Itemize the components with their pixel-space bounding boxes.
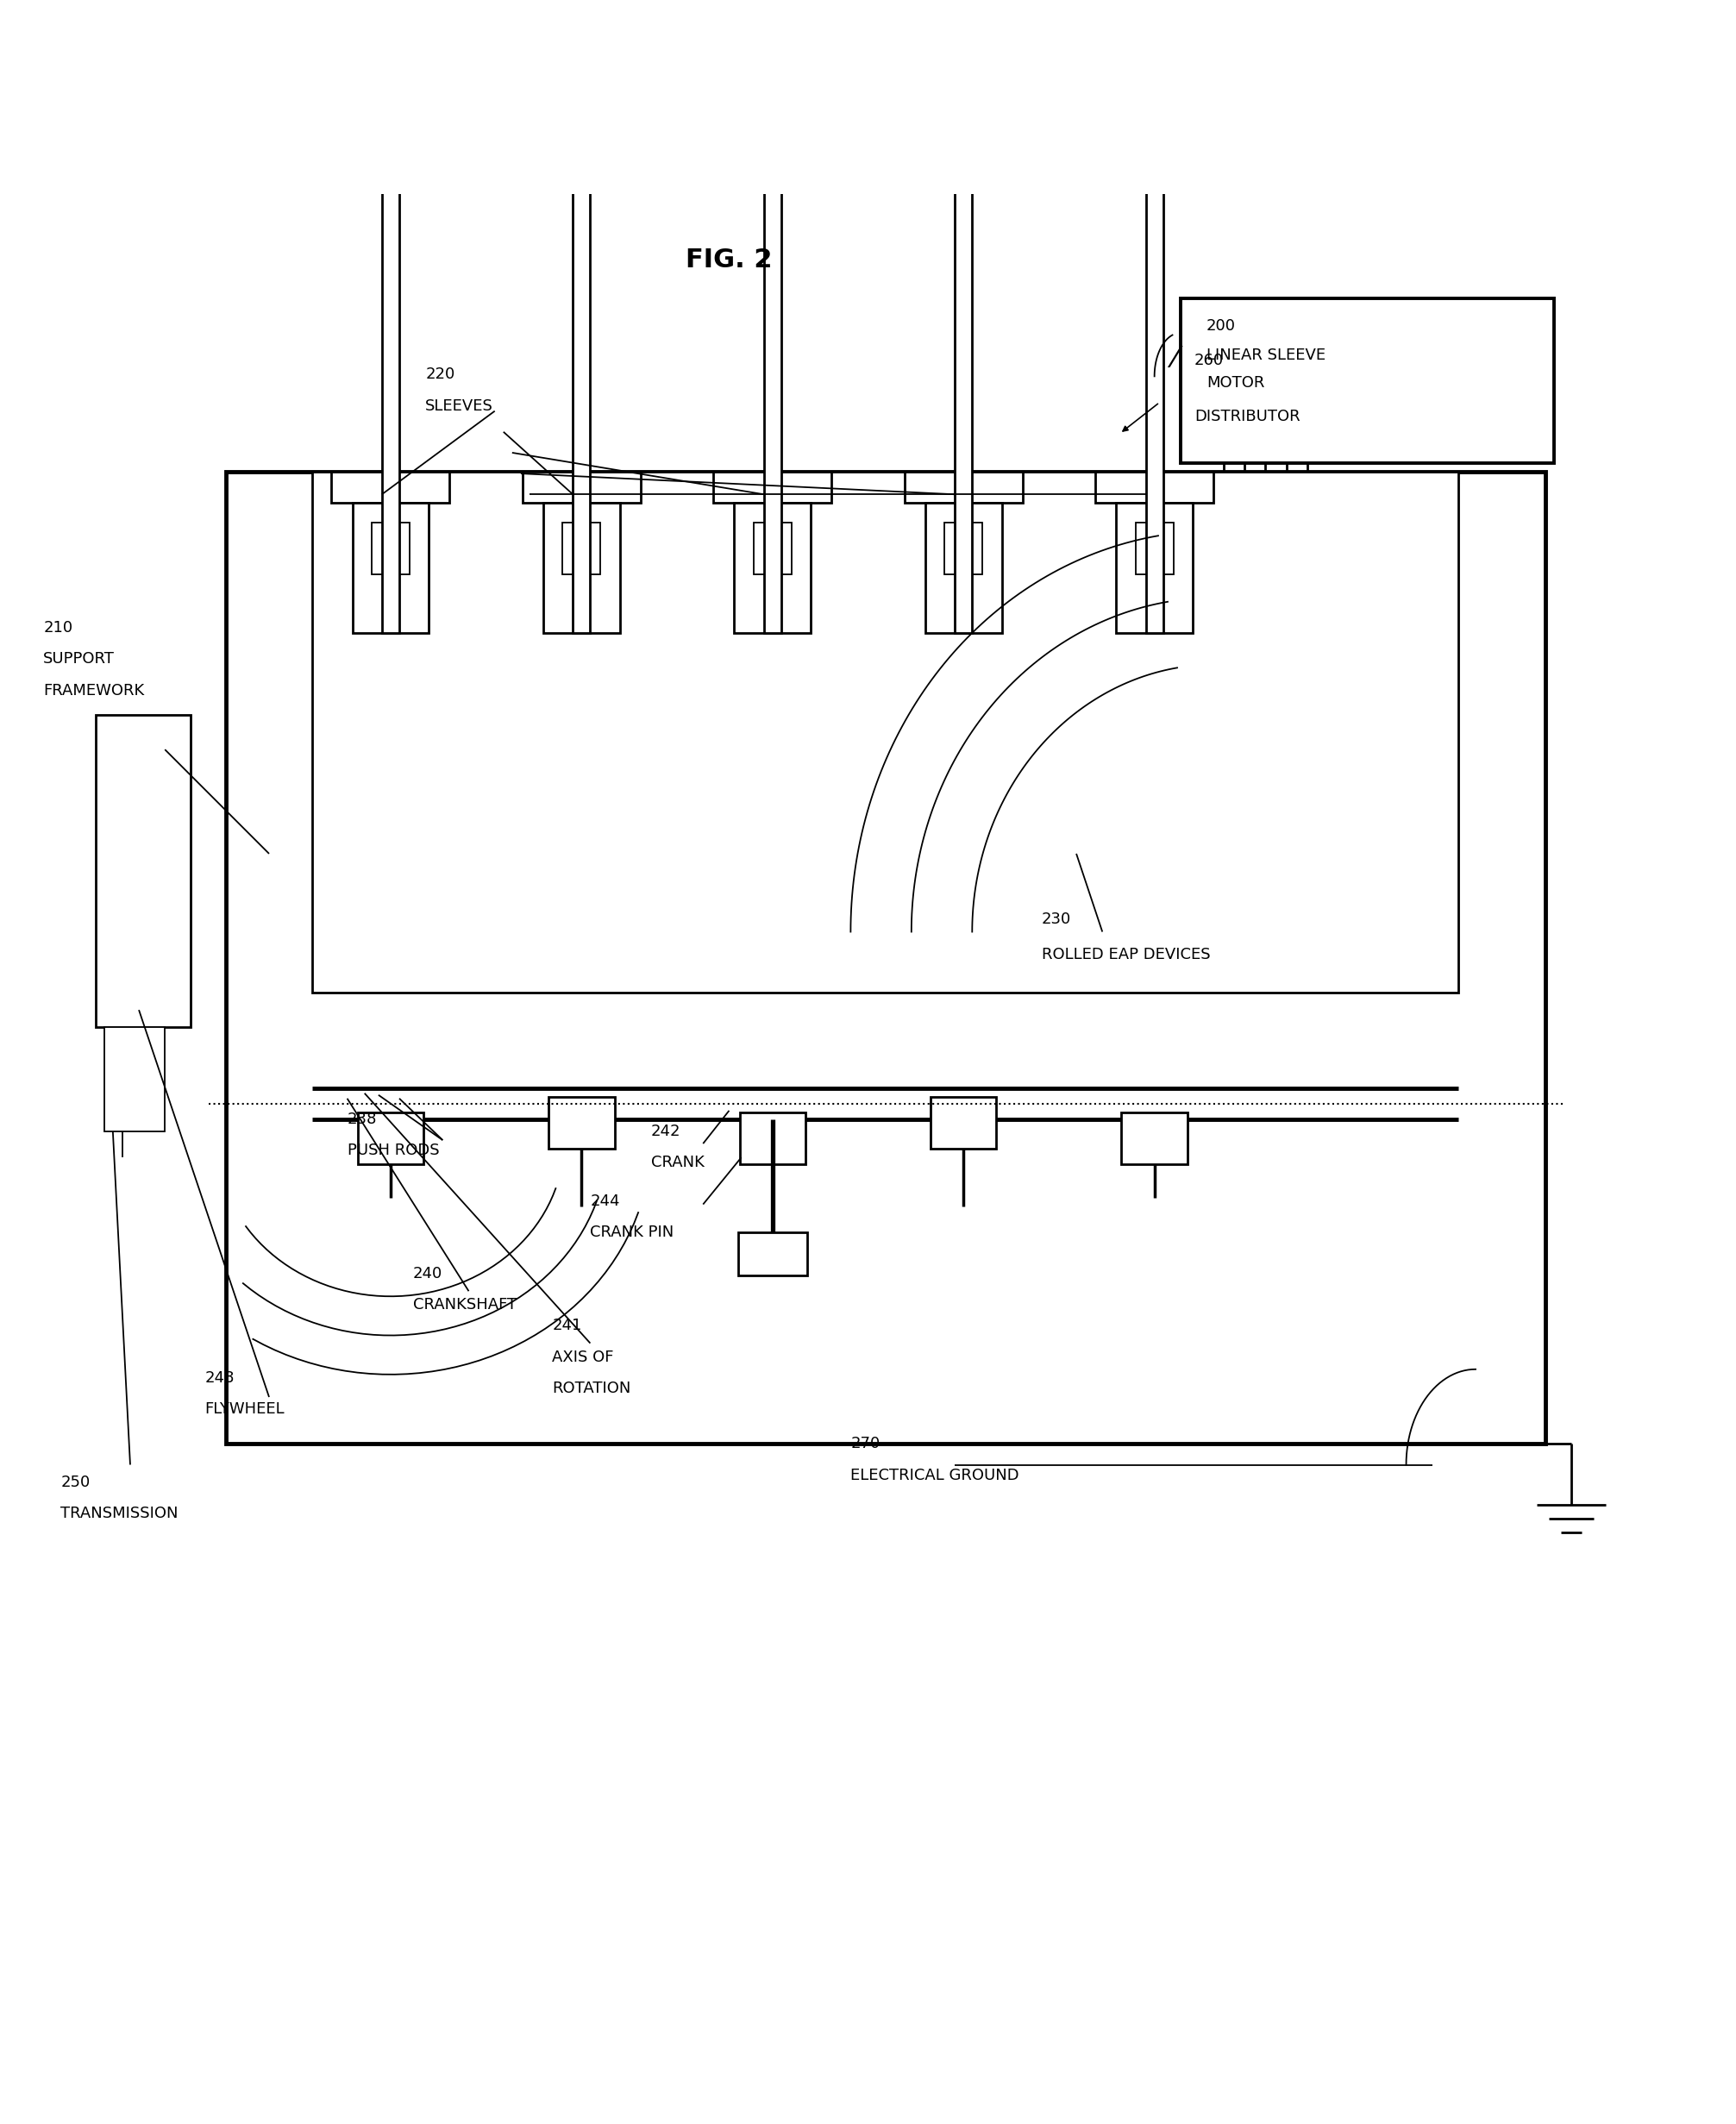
Text: ELECTRICAL GROUND: ELECTRICAL GROUND [851,1468,1019,1483]
FancyBboxPatch shape [734,503,811,633]
Text: 210: 210 [43,620,73,635]
FancyBboxPatch shape [382,187,399,633]
Text: AXIS OF: AXIS OF [552,1349,615,1366]
Text: CRANK: CRANK [651,1155,705,1170]
FancyBboxPatch shape [930,1096,996,1149]
Text: 230: 230 [1042,911,1071,928]
Text: 220: 220 [425,367,455,382]
Text: FLYWHEEL: FLYWHEEL [205,1402,285,1417]
FancyBboxPatch shape [753,523,792,576]
Text: 270: 270 [851,1436,880,1451]
FancyBboxPatch shape [1121,1113,1187,1164]
FancyBboxPatch shape [95,716,191,1028]
FancyBboxPatch shape [358,1113,424,1164]
FancyBboxPatch shape [372,523,410,576]
Text: FRAMEWORK: FRAMEWORK [43,682,144,699]
FancyBboxPatch shape [226,472,1545,1444]
Text: TRANSMISSION: TRANSMISSION [61,1506,179,1521]
FancyBboxPatch shape [1180,297,1554,463]
FancyBboxPatch shape [738,1232,807,1277]
Text: ROTATION: ROTATION [552,1381,630,1395]
Text: 260: 260 [1194,353,1224,370]
Text: SUPPORT: SUPPORT [43,652,115,667]
Text: MOTOR: MOTOR [1207,376,1264,391]
FancyBboxPatch shape [523,472,641,503]
Text: SLEEVES: SLEEVES [425,397,493,414]
Text: CRANK PIN: CRANK PIN [590,1223,674,1240]
Text: CRANKSHAFT: CRANKSHAFT [413,1298,517,1313]
Text: FIG. 2: FIG. 2 [686,249,773,272]
FancyBboxPatch shape [562,523,601,576]
Text: 241: 241 [552,1319,582,1334]
FancyBboxPatch shape [713,472,832,503]
FancyBboxPatch shape [1146,187,1163,633]
FancyBboxPatch shape [1135,523,1174,576]
FancyBboxPatch shape [925,503,1002,633]
Text: ⁄: ⁄ [1172,344,1177,374]
FancyBboxPatch shape [312,472,1458,992]
FancyBboxPatch shape [543,503,620,633]
Text: 242: 242 [651,1124,681,1138]
FancyBboxPatch shape [764,187,781,633]
FancyBboxPatch shape [944,523,983,576]
Text: 238: 238 [347,1111,377,1128]
Text: 250: 250 [61,1474,90,1489]
Text: 240: 240 [413,1266,443,1281]
Text: LINEAR SLEEVE: LINEAR SLEEVE [1207,348,1326,363]
Text: 248: 248 [205,1370,234,1385]
FancyBboxPatch shape [1116,503,1193,633]
Text: 200: 200 [1207,319,1236,333]
Text: ROLLED EAP DEVICES: ROLLED EAP DEVICES [1042,947,1210,962]
FancyBboxPatch shape [1095,472,1213,503]
FancyBboxPatch shape [740,1113,806,1164]
FancyBboxPatch shape [573,187,590,633]
FancyBboxPatch shape [955,187,972,633]
Text: PUSH RODS: PUSH RODS [347,1143,439,1158]
FancyBboxPatch shape [549,1096,615,1149]
Text: DISTRIBUTOR: DISTRIBUTOR [1194,410,1300,425]
Text: 244: 244 [590,1194,620,1209]
FancyBboxPatch shape [332,472,450,503]
FancyBboxPatch shape [352,503,429,633]
FancyBboxPatch shape [904,472,1023,503]
FancyBboxPatch shape [104,1028,165,1132]
